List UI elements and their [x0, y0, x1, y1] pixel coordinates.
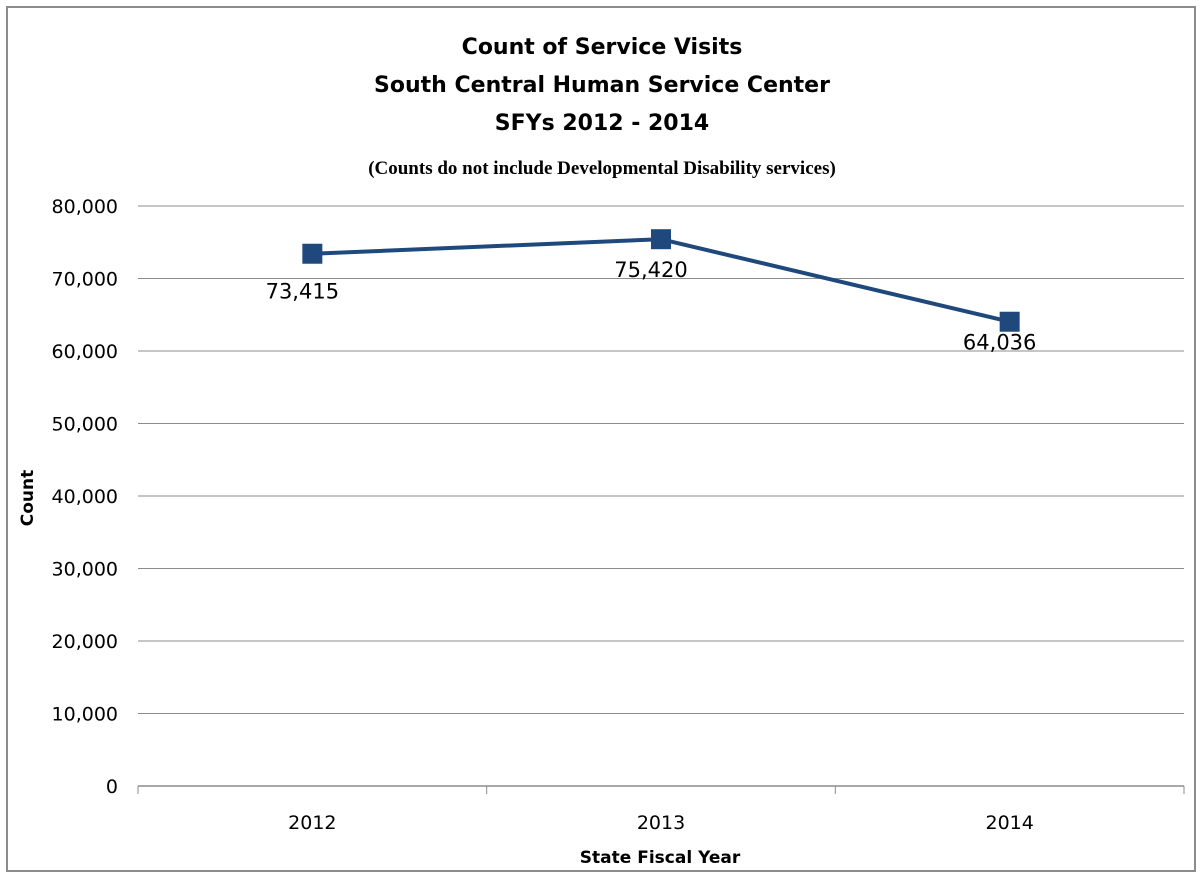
x-tick-label: 2012 [288, 812, 336, 834]
data-point-marker [302, 243, 323, 264]
y-tick-label: 30,000 [52, 559, 118, 581]
data-point-marker [999, 311, 1020, 332]
data-point-marker [651, 229, 671, 250]
y-tick-label: 40,000 [52, 486, 118, 508]
data-label: 75,420 [614, 258, 687, 282]
y-tick-label: 60,000 [52, 341, 118, 363]
data-label: 73,415 [266, 280, 339, 304]
x-tick-label: 2013 [637, 812, 685, 834]
y-axis-label: Count [18, 470, 38, 527]
data-label: 64,036 [963, 331, 1036, 355]
data-labels: 73,415 75,420 64,036 [266, 258, 1037, 355]
x-axis: 2012 2013 2014 [137, 785, 1185, 834]
chart-subtitle: (Counts do not include Developmental Dis… [368, 158, 836, 179]
chart-title-line-2: South Central Human Service Center [374, 73, 830, 98]
series-line [302, 229, 1020, 332]
y-tick-label: 50,000 [52, 414, 118, 436]
y-tick-label: 80,000 [52, 196, 118, 218]
chart-frame [6, 6, 1196, 872]
y-tick-label: 10,000 [52, 704, 118, 726]
y-axis-ticks: 0 10,000 20,000 30,000 40,000 50,000 60,000 70,… [52, 196, 118, 798]
chart-title-line-3: SFYs 2012 - 2014 [494, 111, 710, 136]
y-tick-label: 20,000 [52, 631, 118, 653]
gridlines [138, 205, 1184, 714]
x-tick-label: 2014 [985, 812, 1033, 834]
y-tick-label: 70,000 [52, 269, 118, 291]
x-axis-label: State Fiscal Year [580, 848, 741, 868]
y-tick-label: 0 [106, 776, 118, 798]
chart-title-line-1: Count of Service Visits [461, 35, 743, 60]
